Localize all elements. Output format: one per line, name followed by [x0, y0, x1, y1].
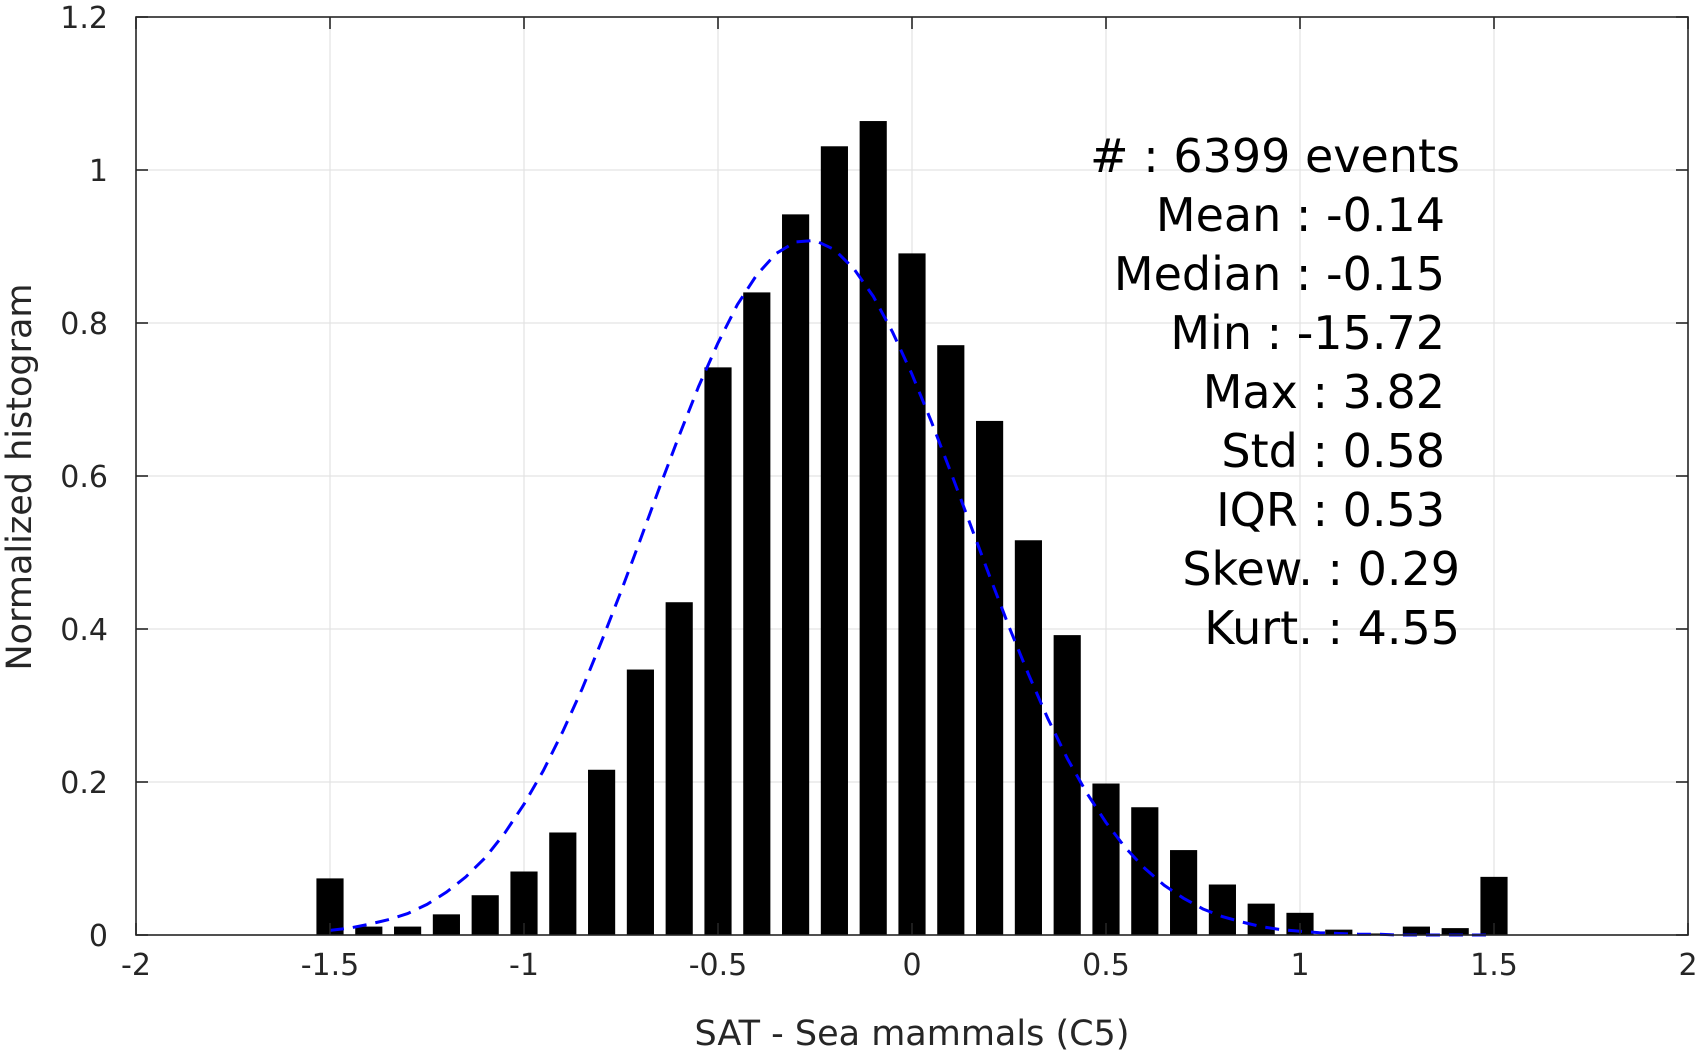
histogram-bar: [1014, 540, 1042, 935]
stat-line: Max : 3.82: [1203, 365, 1445, 419]
stat-line: Kurt. : 4.55: [1204, 601, 1460, 655]
y-tick-labels: 0 0.2 0.4 0.6 0.8 1 1.2: [60, 1, 108, 954]
histogram-bar: [626, 669, 654, 935]
histogram-bar: [782, 214, 810, 935]
x-tick-label: -1: [509, 948, 539, 983]
x-tick-label: -0.5: [689, 948, 748, 983]
histogram-bar: [859, 121, 887, 936]
histogram-bar: [432, 914, 460, 935]
histogram-bar: [588, 769, 616, 935]
x-axis-label: SAT - Sea mammals (C5): [695, 1014, 1130, 1053]
x-tick-label: 0: [902, 948, 921, 983]
x-tick-labels: -2 -1.5 -1 -0.5 0 0.5 1 1.5 2: [121, 948, 1698, 983]
x-tick-label: 0.5: [1082, 948, 1130, 983]
histogram-bar: [1441, 928, 1469, 935]
histogram-bar: [976, 420, 1004, 935]
histogram-bar: [355, 926, 383, 935]
bars-group: [316, 121, 1508, 936]
stat-line: IQR : 0.53: [1216, 483, 1445, 537]
histogram-bar: [937, 345, 965, 935]
histogram-bar: [898, 253, 926, 935]
stat-line: Min : -15.72: [1170, 306, 1445, 360]
x-tick-label: -1.5: [301, 948, 360, 983]
histogram-bar: [1170, 850, 1198, 935]
histogram-bar: [1131, 807, 1159, 935]
stat-line: Median : -0.15: [1114, 247, 1445, 301]
histogram-bar: [1247, 903, 1275, 935]
histogram-bar: [1402, 926, 1430, 935]
y-tick-label: 1.2: [60, 1, 108, 36]
stat-line: # : 6399 events: [1090, 129, 1460, 183]
histogram-bar: [471, 895, 499, 935]
histogram-bar: [743, 292, 771, 935]
stat-line: Std : 0.58: [1221, 424, 1445, 478]
y-tick-label: 0.2: [60, 766, 108, 801]
y-tick-label: 0.4: [60, 613, 108, 648]
x-tick-label: 1: [1290, 948, 1309, 983]
histogram-bar: [1092, 783, 1120, 935]
y-tick-label: 0: [89, 919, 108, 954]
histogram-bar: [665, 602, 693, 935]
histogram-bar: [1208, 884, 1236, 935]
y-axis-label: Normalized histogram: [0, 283, 40, 670]
histogram-bar: [704, 367, 732, 935]
axes-frame: [135, 16, 1689, 936]
y-tick-label: 0.8: [60, 307, 108, 342]
stat-line: Skew. : 0.29: [1182, 542, 1460, 596]
x-tick-label: 2: [1678, 948, 1697, 983]
histogram-bar: [394, 926, 422, 935]
histogram-bar: [549, 832, 577, 935]
histogram-bar: [1053, 635, 1081, 935]
x-tick-label: 1.5: [1470, 948, 1518, 983]
histogram-bar: [820, 146, 848, 935]
stat-line: Mean : -0.14: [1156, 188, 1445, 242]
x-tick-label: -2: [121, 948, 151, 983]
y-tick-label: 1: [89, 154, 108, 189]
y-tick-label: 0.6: [60, 460, 108, 495]
